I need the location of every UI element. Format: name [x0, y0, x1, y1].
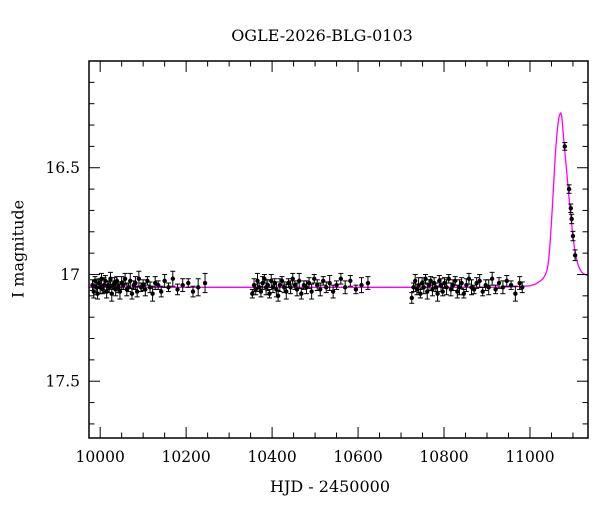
data-point: [455, 289, 460, 294]
data-point: [170, 276, 176, 281]
data-point: [309, 289, 314, 294]
y-tick-label: 16.5: [45, 159, 80, 177]
data-point: [281, 285, 287, 290]
data-point: [508, 282, 514, 288]
data-point: [202, 280, 208, 286]
data-point: [489, 276, 495, 281]
data-point: [569, 216, 574, 222]
data-point: [428, 278, 433, 284]
data-point: [275, 293, 281, 299]
data-point: [166, 285, 171, 290]
data-point: [108, 276, 113, 281]
data-point: [109, 291, 114, 296]
data-point: [421, 285, 427, 290]
data-point: [570, 233, 576, 239]
data-point: [504, 278, 509, 284]
data-point: [327, 280, 332, 286]
data-point: [265, 282, 270, 288]
data-point: [513, 291, 518, 296]
data-point: [129, 291, 135, 296]
data-point: [324, 285, 329, 290]
data-point: [440, 289, 445, 294]
data-point: [299, 291, 304, 296]
x-tick-label: 11000: [505, 448, 554, 466]
data-point: [292, 282, 298, 288]
x-axis-label: HJD - 2450000: [269, 477, 391, 496]
data-point: [572, 253, 578, 258]
data-point: [446, 276, 451, 281]
data-point: [496, 280, 502, 286]
data-point: [175, 287, 180, 292]
data-point: [190, 289, 196, 294]
data-point: [520, 285, 525, 290]
data-point: [136, 276, 142, 281]
y-tick-label: 17: [60, 266, 80, 284]
data-point: [459, 280, 464, 286]
data-point: [296, 278, 302, 284]
data-point: [315, 282, 320, 288]
data-point: [330, 289, 336, 294]
data-point: [159, 289, 164, 294]
model-curve: [89, 112, 589, 288]
y-tick-label: 17.5: [45, 373, 80, 391]
data-point: [143, 287, 148, 292]
data-point: [452, 278, 458, 284]
data-point: [444, 285, 449, 290]
data-point: [435, 291, 440, 296]
data-point: [486, 285, 491, 290]
data-point: [418, 291, 423, 296]
x-tick-label: 10800: [419, 448, 468, 466]
data-point: [288, 285, 293, 290]
data-point: [461, 291, 466, 296]
data-point: [477, 278, 482, 284]
x-tick-label: 10200: [161, 448, 210, 466]
data-point: [318, 287, 323, 292]
data-point: [150, 291, 155, 296]
data-point: [180, 282, 185, 288]
data-point: [416, 282, 421, 288]
data-point: [140, 282, 146, 288]
data-point: [409, 295, 414, 301]
data-point: [284, 289, 289, 294]
data-point: [286, 280, 291, 286]
data-point: [365, 280, 371, 286]
data-point: [413, 278, 418, 284]
data-point: [438, 282, 444, 288]
data-point: [116, 285, 121, 290]
data-point: [117, 289, 123, 294]
data-point: [359, 282, 364, 288]
data-point: [91, 289, 96, 294]
data-point: [414, 287, 420, 292]
x-tick-label: 10000: [76, 448, 125, 466]
data-point: [258, 289, 264, 294]
data-point: [133, 280, 138, 286]
data-point: [290, 276, 295, 281]
data-point: [128, 278, 133, 284]
data-point: [500, 285, 506, 290]
data-point: [568, 206, 574, 211]
data-point: [566, 186, 572, 192]
data-point: [95, 291, 100, 296]
data-point: [122, 276, 128, 281]
plot-frame: [88, 60, 589, 439]
data-point: [353, 287, 359, 292]
data-point: [195, 285, 201, 290]
data-point: [442, 280, 447, 286]
data-point: [437, 278, 442, 284]
plot-title: OGLE-2026-BLG-0103: [231, 26, 413, 45]
data-point: [338, 276, 344, 281]
data-point: [348, 278, 353, 284]
x-tick-label: 10600: [333, 448, 382, 466]
data-point: [562, 144, 567, 149]
data-point: [419, 280, 425, 286]
data-point: [162, 278, 167, 284]
data-point: [134, 289, 140, 294]
data-point: [103, 278, 108, 284]
data-point: [342, 285, 348, 290]
x-tick-label: 10400: [247, 448, 296, 466]
data-point: [334, 282, 339, 288]
data-point: [255, 278, 260, 284]
data-point: [186, 280, 191, 286]
